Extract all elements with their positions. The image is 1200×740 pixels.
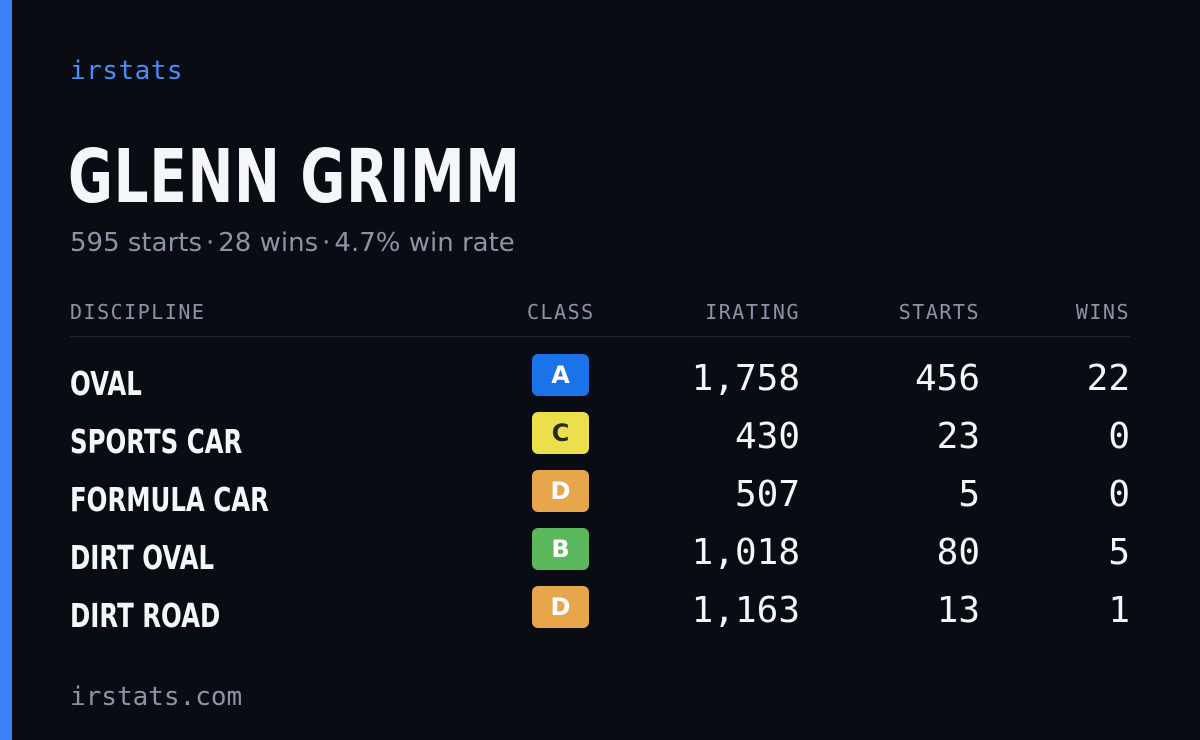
discipline-name: SPORTS CAR xyxy=(70,422,243,461)
irating-value: 1,018 xyxy=(691,532,800,573)
separator: · xyxy=(206,228,215,258)
starts-value: 13 xyxy=(936,590,980,631)
header-class: CLASS xyxy=(527,300,595,324)
separator: · xyxy=(322,228,331,258)
irating-value: 1,758 xyxy=(691,358,800,399)
class-badge: B xyxy=(532,528,589,570)
table-row: DIRT OVAL B 1,018 80 5 xyxy=(0,528,1200,590)
driver-name: GLENN GRIMM xyxy=(68,134,521,220)
discipline-name: DIRT OVAL xyxy=(70,538,215,577)
starts-value: 456 xyxy=(914,358,980,399)
brand-logo[interactable]: irstats xyxy=(70,56,184,86)
starts-value: 23 xyxy=(936,416,980,457)
wins-value: 0 xyxy=(1108,416,1130,457)
class-badge: A xyxy=(532,354,589,396)
header-discipline: DISCIPLINE xyxy=(70,300,206,324)
footer-url[interactable]: irstats.com xyxy=(70,682,243,712)
class-badge: D xyxy=(532,470,589,512)
table-row: DIRT ROAD D 1,163 13 1 xyxy=(0,586,1200,648)
driver-summary: 595 starts · 28 wins · 4.7% win rate xyxy=(70,228,515,258)
discipline-name: FORMULA CAR xyxy=(70,480,269,519)
wins-value: 22 xyxy=(1086,358,1130,399)
header-starts: STARTS xyxy=(898,300,980,324)
class-badge: C xyxy=(532,412,589,454)
irating-value: 1,163 xyxy=(691,590,800,631)
header-divider xyxy=(70,336,1130,337)
wins-summary: 28 wins xyxy=(218,228,319,258)
header-wins: WINS xyxy=(1075,300,1130,324)
accent-bar xyxy=(0,0,12,740)
starts-value: 80 xyxy=(936,532,980,573)
discipline-name: OVAL xyxy=(70,364,142,403)
class-badge: D xyxy=(532,586,589,628)
discipline-name: DIRT ROAD xyxy=(70,596,221,635)
irating-value: 430 xyxy=(734,416,800,457)
win-rate-summary: 4.7% win rate xyxy=(334,228,515,258)
table-row: OVAL A 1,758 456 22 xyxy=(0,354,1200,416)
table-row: SPORTS CAR C 430 23 0 xyxy=(0,412,1200,474)
starts-value: 5 xyxy=(958,474,980,515)
wins-value: 1 xyxy=(1108,590,1130,631)
table-row: FORMULA CAR D 507 5 0 xyxy=(0,470,1200,532)
irating-value: 507 xyxy=(734,474,800,515)
starts-summary: 595 starts xyxy=(70,228,202,258)
header-irating: IRATING xyxy=(705,300,800,324)
wins-value: 0 xyxy=(1108,474,1130,515)
wins-value: 5 xyxy=(1108,532,1130,573)
